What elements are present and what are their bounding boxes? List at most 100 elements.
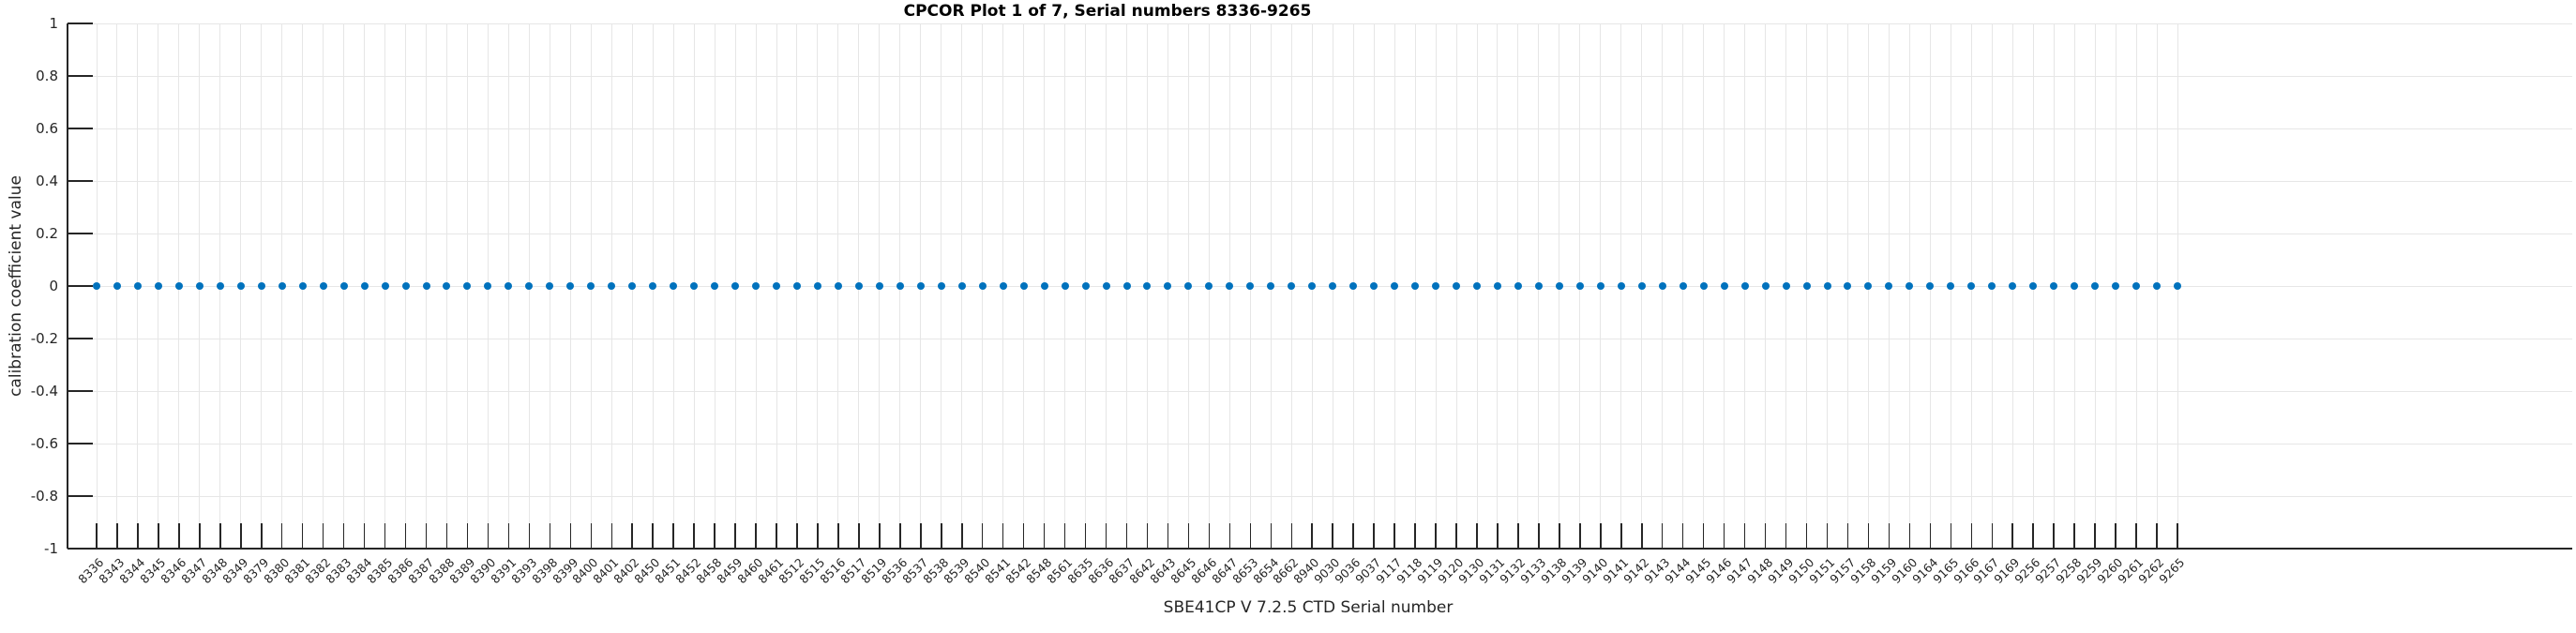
data-point bbox=[1679, 282, 1687, 290]
x-tick-mark bbox=[981, 523, 984, 549]
x-tick-mark bbox=[817, 523, 819, 549]
x-tick-mark bbox=[1620, 523, 1622, 549]
x-tick-mark bbox=[2115, 523, 2117, 549]
x-tick-mark bbox=[1641, 523, 1643, 549]
y-tick-label: 0.8 bbox=[36, 68, 58, 84]
data-point bbox=[1061, 282, 1069, 290]
data-point bbox=[1637, 282, 1646, 290]
x-tick-mark bbox=[1084, 523, 1087, 549]
data-point bbox=[937, 282, 945, 290]
data-point bbox=[1246, 282, 1255, 290]
x-tick-mark bbox=[1517, 523, 1519, 549]
data-point bbox=[1720, 282, 1728, 290]
x-tick-mark bbox=[672, 523, 674, 549]
x-tick-mark bbox=[1785, 523, 1787, 549]
y-tick-mark bbox=[68, 390, 93, 392]
x-tick-mark bbox=[2032, 523, 2034, 549]
data-point bbox=[546, 282, 554, 290]
data-point bbox=[2153, 282, 2162, 290]
x-tick-mark bbox=[1270, 523, 1273, 549]
data-point bbox=[752, 282, 761, 290]
data-point bbox=[792, 282, 801, 290]
data-point bbox=[1844, 282, 1852, 290]
y-tick-label: -0.4 bbox=[30, 383, 58, 399]
x-tick-mark bbox=[1826, 523, 1829, 549]
data-point bbox=[2091, 282, 2100, 290]
x-tick-mark bbox=[1497, 523, 1499, 549]
x-tick-mark bbox=[755, 523, 757, 549]
y-tick-mark bbox=[68, 75, 93, 77]
x-tick-mark bbox=[158, 523, 159, 549]
data-point bbox=[257, 282, 265, 290]
y-axis-line bbox=[67, 23, 68, 549]
data-point bbox=[649, 282, 657, 290]
data-point bbox=[1906, 282, 1914, 290]
x-tick-mark bbox=[1167, 523, 1169, 549]
y-tick-mark bbox=[68, 285, 93, 287]
data-point bbox=[1267, 282, 1275, 290]
data-point bbox=[711, 282, 719, 290]
data-point bbox=[93, 282, 100, 290]
data-point bbox=[1988, 282, 1996, 290]
data-point bbox=[339, 282, 348, 290]
y-tick-label: -0.8 bbox=[30, 488, 58, 505]
data-point bbox=[443, 282, 451, 290]
data-point bbox=[957, 282, 966, 290]
data-point bbox=[1699, 282, 1708, 290]
data-point bbox=[813, 282, 821, 290]
x-tick-mark bbox=[322, 523, 324, 549]
h-gridline bbox=[68, 443, 2572, 445]
x-tick-mark bbox=[652, 523, 654, 549]
x-tick-mark bbox=[1187, 523, 1190, 549]
data-point bbox=[2071, 282, 2079, 290]
data-point bbox=[298, 282, 307, 290]
data-point bbox=[1575, 282, 1584, 290]
data-point bbox=[236, 282, 245, 290]
data-point bbox=[2132, 282, 2141, 290]
data-point bbox=[1019, 282, 1028, 290]
data-point bbox=[854, 282, 863, 290]
x-tick-mark bbox=[1022, 523, 1025, 549]
x-tick-mark bbox=[610, 523, 612, 549]
x-tick-mark bbox=[1249, 523, 1252, 549]
x-tick-mark bbox=[879, 523, 881, 549]
y-tick-mark bbox=[68, 180, 93, 182]
h-gridline bbox=[68, 390, 2572, 392]
x-tick-mark bbox=[1125, 523, 1128, 549]
x-tick-mark bbox=[1311, 523, 1313, 549]
x-tick-mark bbox=[1950, 523, 1952, 549]
data-point bbox=[1761, 282, 1770, 290]
x-tick-mark bbox=[2177, 523, 2178, 549]
data-point bbox=[1308, 282, 1317, 290]
x-tick-mark bbox=[1455, 523, 1457, 549]
data-point bbox=[1864, 282, 1873, 290]
data-point bbox=[1432, 282, 1440, 290]
x-tick-mark bbox=[219, 523, 221, 549]
y-tick-mark bbox=[68, 233, 93, 234]
data-point bbox=[2050, 282, 2058, 290]
x-tick-mark bbox=[1435, 523, 1437, 549]
x-tick-mark bbox=[116, 523, 118, 549]
x-tick-mark bbox=[1352, 523, 1354, 549]
x-tick-mark bbox=[1559, 523, 1560, 549]
data-point bbox=[1411, 282, 1420, 290]
x-tick-mark bbox=[199, 523, 201, 549]
data-point bbox=[133, 282, 142, 290]
data-point bbox=[1617, 282, 1625, 290]
x-tick-mark bbox=[899, 523, 901, 549]
x-tick-mark bbox=[1600, 523, 1602, 549]
x-tick-mark bbox=[1002, 523, 1004, 549]
x-tick-mark bbox=[137, 523, 139, 549]
x-tick-mark bbox=[178, 523, 180, 549]
data-point bbox=[381, 282, 389, 290]
data-point bbox=[1740, 282, 1749, 290]
x-tick-mark bbox=[590, 523, 593, 549]
data-point bbox=[1926, 282, 1935, 290]
data-point bbox=[1081, 282, 1090, 290]
x-tick-mark bbox=[734, 523, 736, 549]
data-point bbox=[2174, 282, 2181, 290]
y-tick-label: -1 bbox=[44, 540, 58, 557]
data-point bbox=[360, 282, 369, 290]
data-point bbox=[174, 282, 183, 290]
x-tick-mark bbox=[507, 523, 510, 549]
